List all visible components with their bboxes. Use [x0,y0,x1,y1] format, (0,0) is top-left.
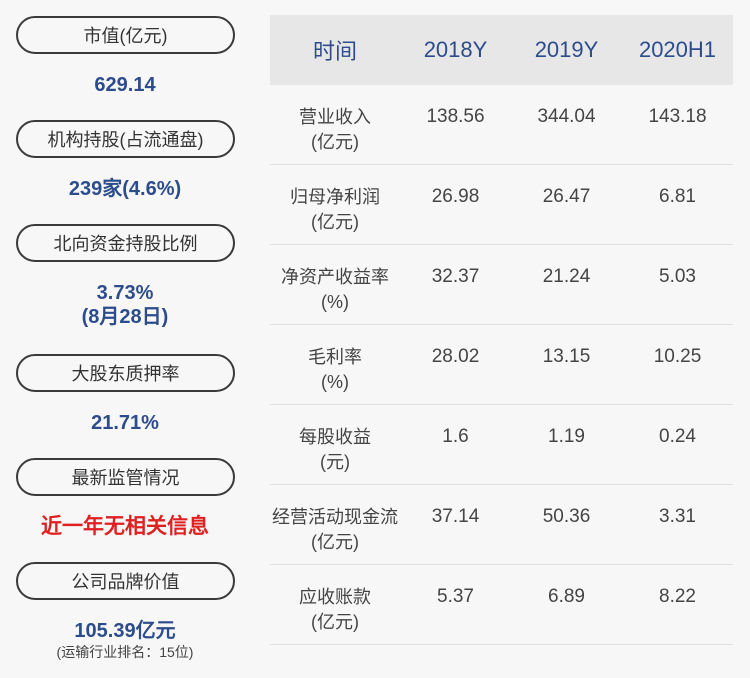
table-row: 每股收益 (元) 1.6 1.19 0.24 [270,405,733,485]
metric-name: 毛利率 [308,347,362,367]
metric-label: 净资产收益率 (%) [270,245,400,324]
header-2019: 2019Y [534,37,599,62]
metric-unit: (元) [320,452,350,472]
metric-unit: (亿元) [311,532,359,552]
metric-value: 5.03 [659,266,696,287]
metric-value: 1.6 [442,426,469,447]
metric-value: 10.25 [653,346,702,367]
northbound-value: 3.73% (8月28日) [0,281,250,329]
metric-value: 26.47 [542,186,591,207]
metric-unit: (亿元) [311,612,359,632]
market-cap-label: 市值(亿元) [16,16,235,54]
metric-label: 经营活动现金流 (亿元) [270,485,400,564]
metric-unit: (%) [321,372,349,392]
header-period: 时间 [312,39,357,64]
metric-value: 50.36 [542,506,591,527]
metric-name: 每股收益 [299,427,371,447]
table-row: 净资产收益率 (%) 32.37 21.24 5.03 [270,245,733,325]
pledge-label: 大股东质押率 [16,354,235,392]
brand-rank-note: (运输行业排名：15位) [56,644,194,660]
table-row: 营业收入 (亿元) 138.56 344.04 143.18 [270,85,733,165]
metric-value: 0.24 [659,426,696,447]
metric-name: 归母净利润 [290,187,380,207]
regulation-value: 近一年无相关信息 [41,515,209,538]
metric-label: 应收账款 (亿元) [270,565,400,644]
pledge-value: 21.71% [91,412,159,434]
metric-value: 1.19 [548,426,585,447]
metric-value: 143.18 [648,106,707,127]
header-2020h1: 2020H1 [638,37,717,62]
metric-value: 5.37 [437,586,474,607]
metric-value: 28.02 [431,346,480,367]
left-panel: 市值(亿元) 629.14 机构持股(占流通盘) 239家(4.6%) 北向资金… [0,0,250,678]
brand-label: 公司品牌价值 [16,562,235,600]
metric-value: 13.15 [542,346,591,367]
metric-unit: (亿元) [311,212,359,232]
metric-value: 37.14 [431,506,480,527]
market-cap-value: 629.14 [94,74,156,96]
table-row: 经营活动现金流 (亿元) 37.14 50.36 3.31 [270,485,733,565]
metric-name: 净资产收益率 [281,267,389,287]
financial-table: 时间 2018Y 2019Y 2020H1 营业收入 (亿元) 138.56 344.… [270,15,733,645]
metric-value: 3.31 [659,506,696,527]
regulation-label: 最新监管情况 [16,458,235,496]
metric-value: 344.04 [537,106,596,127]
metric-value: 32.37 [431,266,480,287]
metric-value: 138.56 [426,106,485,127]
institutional-value: 239家(4.6%) [68,178,182,200]
brand-amount: 105.39亿元 [74,620,176,642]
metric-unit: (%) [321,292,349,312]
table-row: 归母净利润 (亿元) 26.98 26.47 6.81 [270,165,733,245]
northbound-percent: 3.73% [96,282,154,304]
metric-label: 每股收益 (元) [270,405,400,484]
metric-value: 6.81 [659,186,696,207]
metric-label: 营业收入 (亿元) [270,85,400,164]
institutional-label: 机构持股(占流通盘) [16,120,235,158]
metric-label: 归母净利润 (亿元) [270,165,400,244]
brand-value: 105.39亿元 (运输行业排名：15位) [0,619,250,661]
metric-value: 6.89 [548,586,585,607]
metric-value: 8.22 [659,586,696,607]
metric-name: 营业收入 [299,107,371,127]
northbound-label: 北向资金持股比例 [16,224,235,262]
metric-value: 21.24 [542,266,591,287]
table-header: 时间 2018Y 2019Y 2020H1 [270,15,733,85]
metric-value: 26.98 [431,186,480,207]
metric-name: 经营活动现金流 [272,507,398,527]
table-row: 应收账款 (亿元) 5.37 6.89 8.22 [270,565,733,645]
northbound-date: (8月28日) [81,306,169,328]
header-2018: 2018Y [423,37,488,62]
metric-unit: (亿元) [311,132,359,152]
metric-name: 应收账款 [299,587,371,607]
metric-label: 毛利率 (%) [270,325,400,404]
table-row: 毛利率 (%) 28.02 13.15 10.25 [270,325,733,405]
